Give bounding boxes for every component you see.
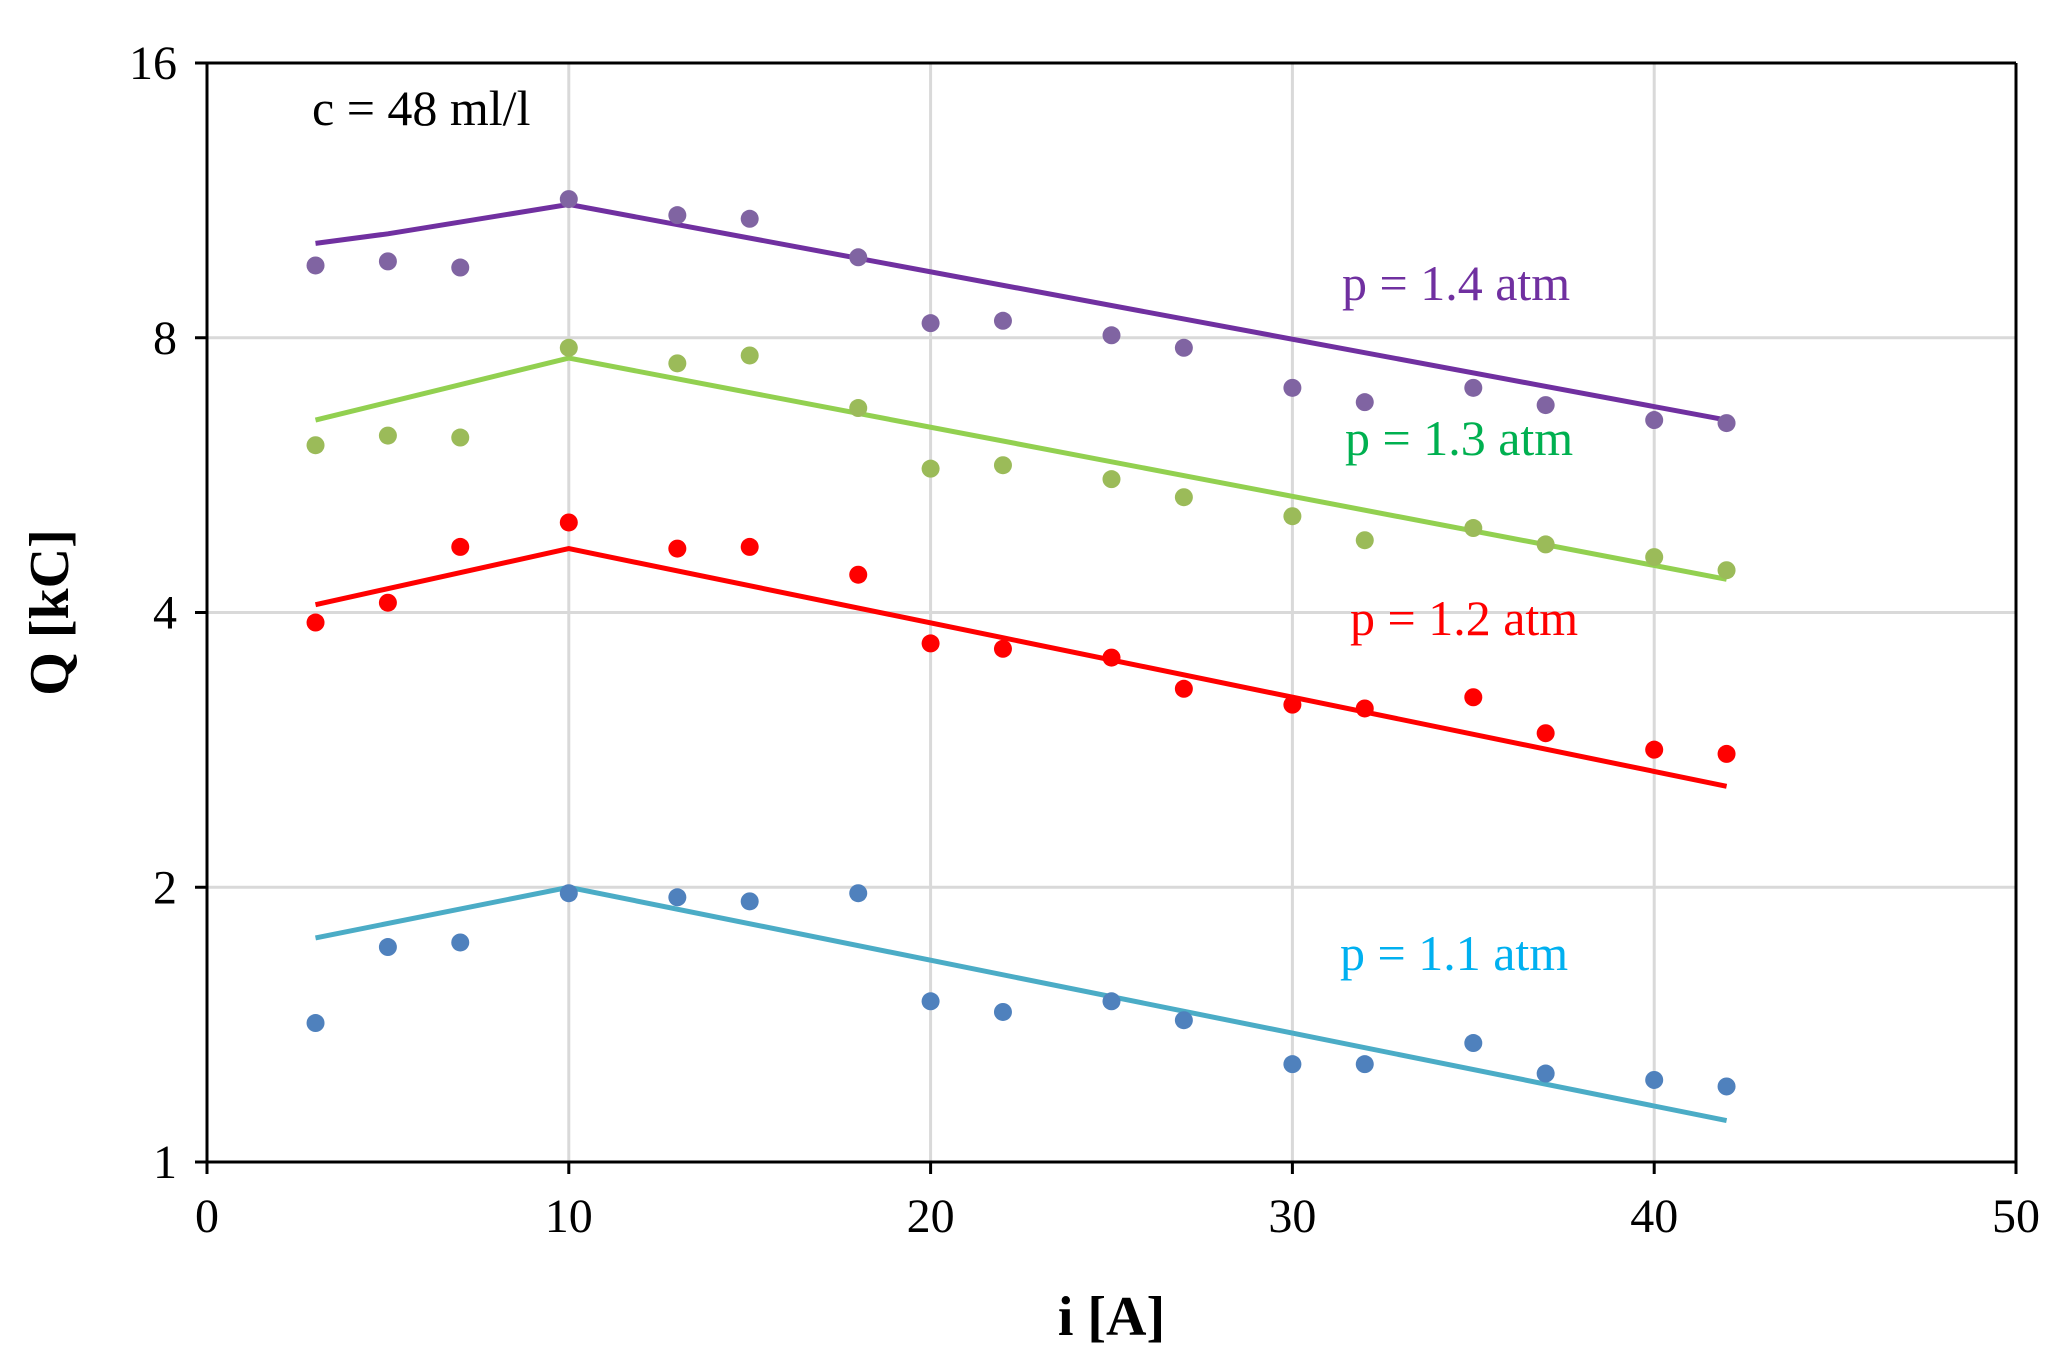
data-point: [1283, 1055, 1302, 1074]
data-point: [559, 338, 578, 357]
data-point: [306, 613, 325, 632]
data-point: [921, 459, 940, 478]
data-point: [1464, 1034, 1483, 1053]
data-point: [1717, 414, 1736, 433]
series-label-3: p = 1.2 atm: [1350, 590, 1578, 646]
x-tick-label: 50: [1992, 1190, 2040, 1243]
concentration-annotation: c = 48 ml/l: [312, 80, 530, 136]
y-axis-title: Q [kC]: [19, 529, 81, 695]
data-point: [740, 209, 759, 228]
data-point: [740, 537, 759, 556]
x-axis-title: i [A]: [1058, 1286, 1165, 1348]
data-point: [1174, 679, 1193, 698]
data-point: [849, 399, 868, 418]
data-point: [849, 884, 868, 903]
data-point: [740, 892, 759, 911]
data-point: [1283, 507, 1302, 526]
data-point: [1536, 1064, 1555, 1083]
axes: [195, 61, 2018, 1174]
data-point: [306, 256, 325, 275]
data-point: [1355, 531, 1374, 550]
data-point: [1717, 1077, 1736, 1096]
data-point: [993, 456, 1012, 475]
data-point: [1355, 1055, 1374, 1074]
data-point: [993, 1002, 1012, 1021]
fit-lines: [314, 201, 1728, 1124]
data-point: [668, 206, 687, 225]
data-point: [993, 311, 1012, 330]
data-point: [559, 884, 578, 903]
series-label-1: p = 1.4 atm: [1342, 255, 1570, 311]
x-tick-label: 20: [907, 1190, 955, 1243]
data-point: [921, 992, 940, 1011]
y-tick-label: 16: [129, 37, 177, 90]
data-point: [378, 593, 397, 612]
data-point: [1645, 548, 1664, 567]
data-point: [559, 190, 578, 209]
y-tick-label: 4: [153, 587, 177, 640]
fit-line-series-2: [314, 355, 1728, 582]
data-point: [1174, 338, 1193, 357]
data-point: [668, 888, 687, 907]
x-tick-label: 10: [545, 1190, 593, 1243]
data-point: [451, 428, 470, 447]
data-point: [1355, 393, 1374, 412]
data-point: [668, 354, 687, 373]
data-point: [559, 513, 578, 532]
data-point: [1283, 695, 1302, 714]
y-tick-label: 1: [153, 1136, 177, 1189]
x-tick-label: 0: [195, 1190, 219, 1243]
data-point: [668, 539, 687, 558]
data-point: [740, 346, 759, 365]
y-tick-label: 2: [153, 861, 177, 914]
data-point: [306, 436, 325, 455]
data-point: [1536, 396, 1555, 415]
data-point: [306, 1014, 325, 1033]
data-point: [1102, 648, 1121, 667]
data-point: [1464, 688, 1483, 707]
data-point: [1102, 470, 1121, 489]
fit-line-series-3: [314, 546, 1728, 789]
series-labels: p = 1.4 atm p = 1.3 atm p = 1.2 atm p = 1.1…: [1340, 255, 1578, 981]
x-tick-label: 30: [1268, 1190, 1316, 1243]
data-point: [451, 537, 470, 556]
data-point: [1283, 378, 1302, 397]
data-point: [849, 565, 868, 584]
data-point: [451, 258, 470, 277]
data-point: [1717, 561, 1736, 580]
data-point: [1717, 744, 1736, 763]
data-point: [1536, 535, 1555, 554]
fit-line-series-1: [315, 201, 1728, 423]
data-point: [378, 426, 397, 445]
data-point: [1102, 326, 1121, 345]
y-tick-labels: 1 2 4 8 16: [129, 37, 177, 1189]
y-tick-label: 8: [153, 312, 177, 365]
data-point: [1464, 378, 1483, 397]
x-tick-label: 40: [1630, 1190, 1678, 1243]
x-tick-labels: 0 10 20 30 40 50: [195, 1190, 2040, 1243]
data-point: [1645, 740, 1664, 759]
data-point: [378, 252, 397, 271]
data-point: [993, 639, 1012, 658]
data-point: [921, 314, 940, 333]
data-point: [378, 938, 397, 957]
series-label-4: p = 1.1 atm: [1340, 925, 1568, 981]
data-point: [451, 933, 470, 952]
fit-line-series-4: [315, 884, 1728, 1124]
data-point: [921, 634, 940, 653]
data-point: [1536, 724, 1555, 743]
data-point: [849, 248, 868, 267]
data-point: [1645, 411, 1664, 430]
data-point: [1464, 519, 1483, 538]
data-point: [1102, 992, 1121, 1011]
series-label-2: p = 1.3 atm: [1345, 410, 1573, 466]
data-point: [1645, 1070, 1664, 1089]
data-point: [1174, 1011, 1193, 1030]
data-points: [306, 190, 1736, 1096]
data-point: [1174, 488, 1193, 507]
data-point: [1355, 699, 1374, 718]
